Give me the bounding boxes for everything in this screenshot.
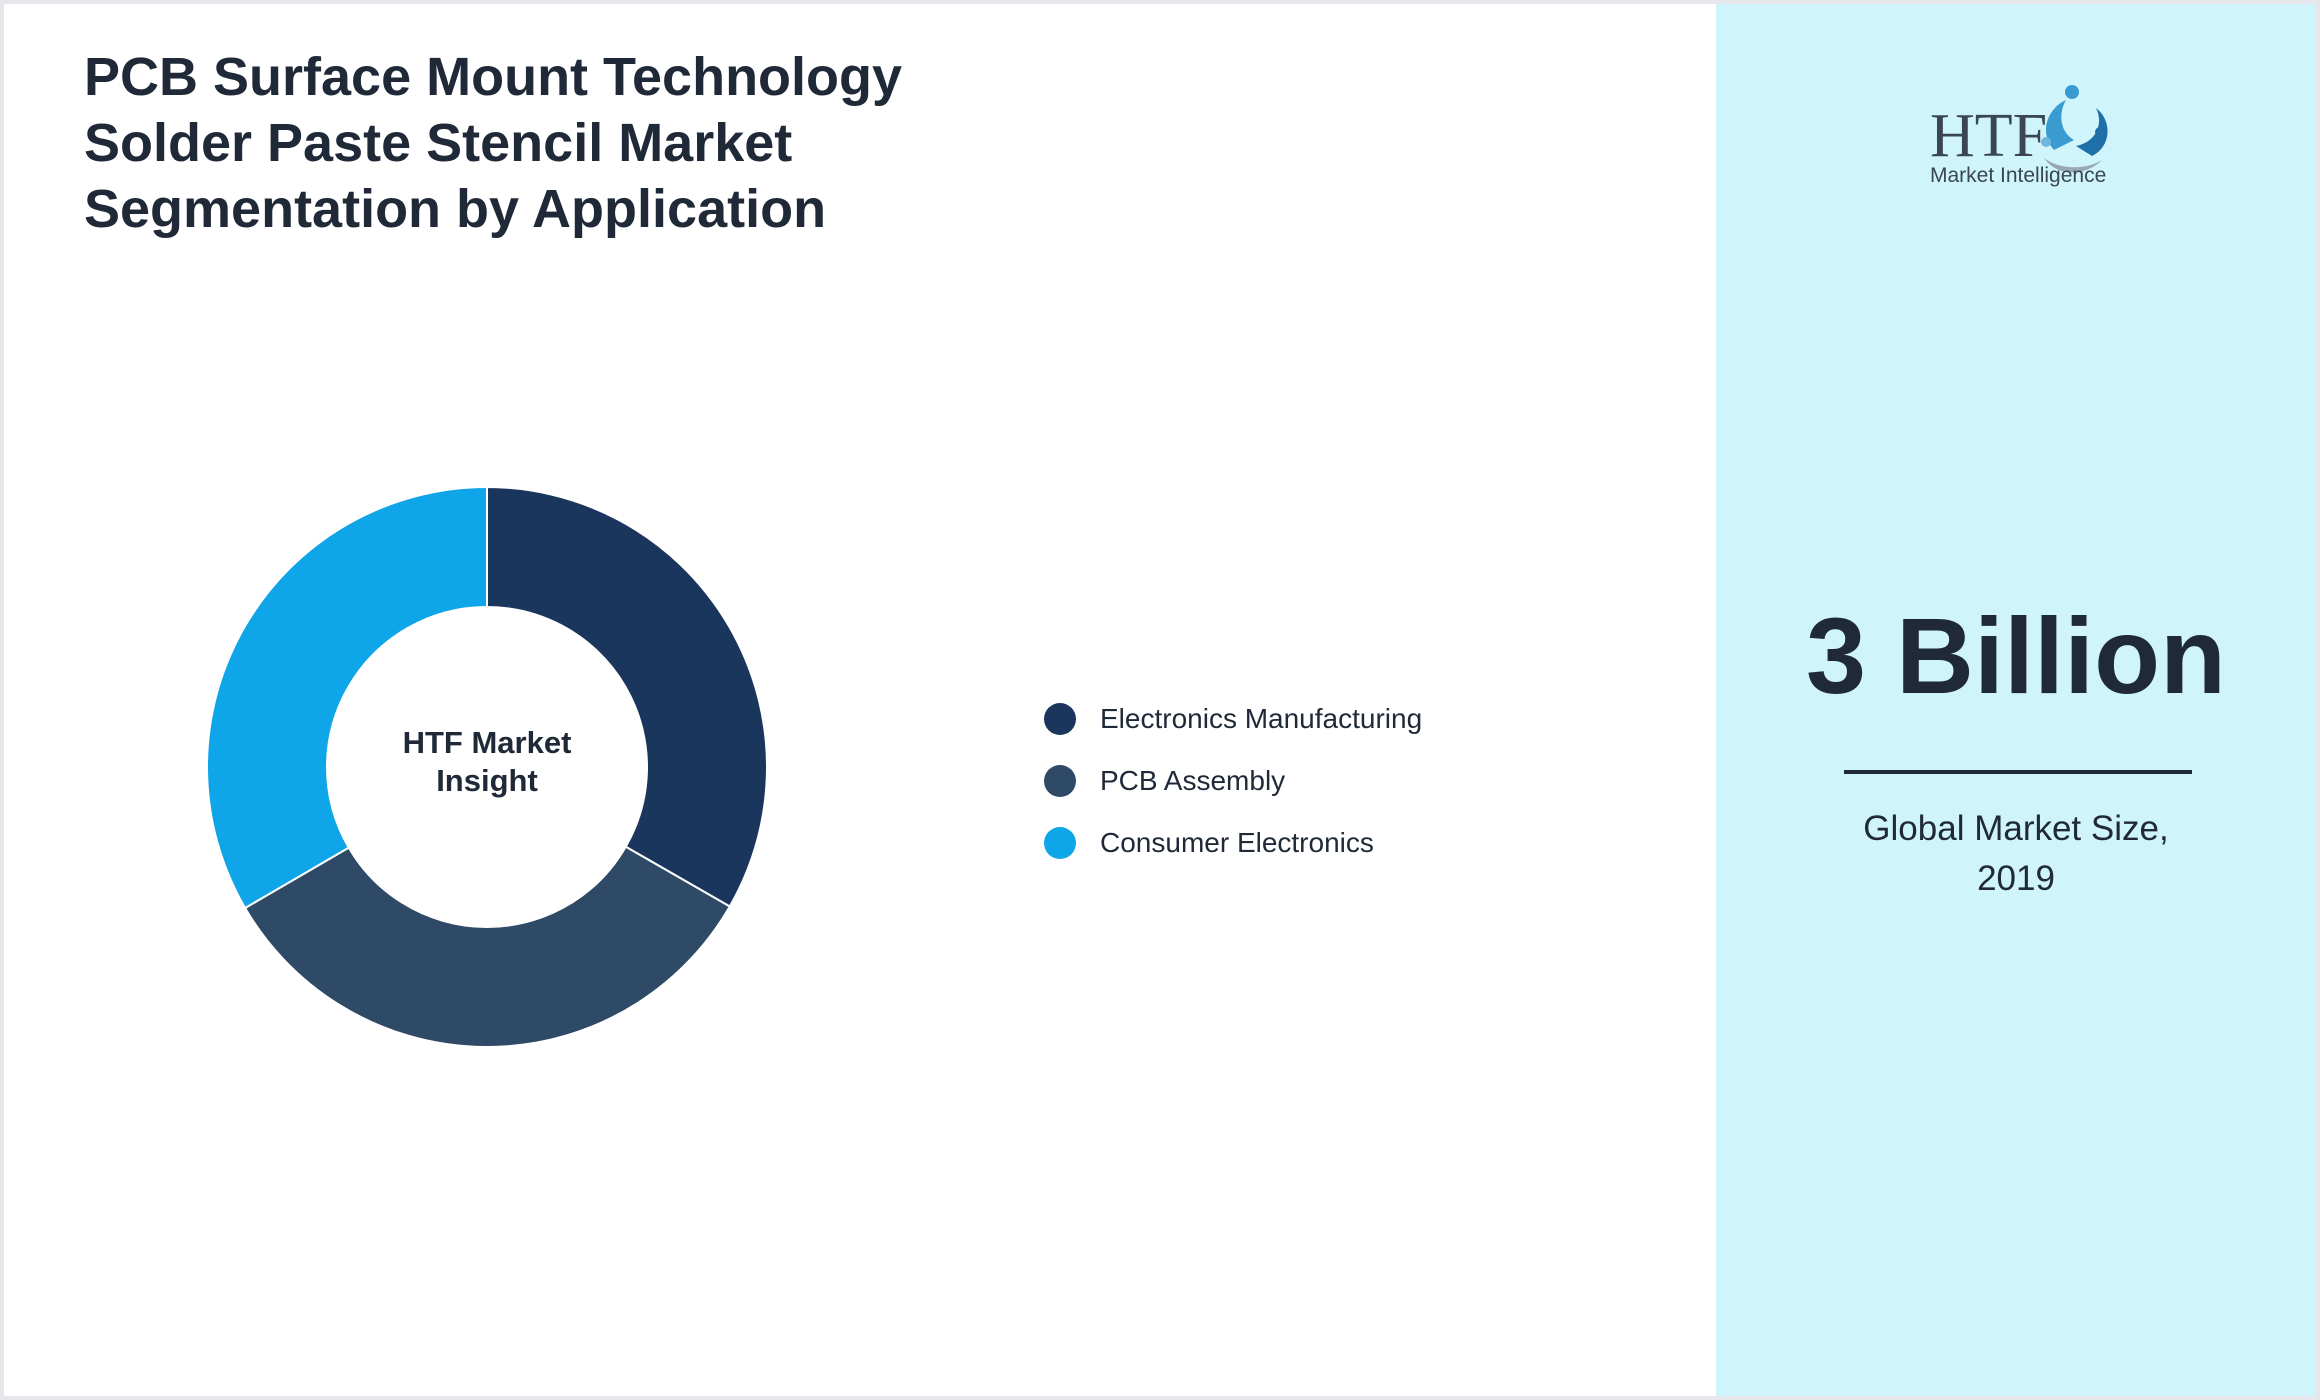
chart-title-line: Solder Paste Stencil Market xyxy=(84,113,793,173)
infographic-frame: PCB Surface Mount Technology Solder Past… xyxy=(4,4,2316,1396)
legend-label: PCB Assembly xyxy=(1100,765,1286,796)
legend-swatch xyxy=(1044,827,1076,859)
legend-item-electronics-manufacturing: Electronics Manufacturing xyxy=(1044,688,1422,750)
slice-pcb-assembly xyxy=(243,845,732,1048)
chart-title: PCB Surface Mount Technology Solder Past… xyxy=(84,44,1084,242)
legend-label: Consumer Electronics xyxy=(1100,827,1374,858)
htf-logo: HTF Market Intelligence xyxy=(1930,85,2108,187)
legend-item-consumer-electronics: Consumer Electronics xyxy=(1044,812,1422,874)
market-size-panel: HTF Market Intelligence 3 Billion Global… xyxy=(1716,4,2316,1396)
legend-label: Electronics Manufacturing xyxy=(1100,703,1423,734)
htf-logo-subtext: Market Intelligence xyxy=(1930,164,2106,187)
center-label-line: Insight xyxy=(436,763,538,798)
chart-legend: Electronics Manufacturing PCB Assembly C… xyxy=(1044,688,1422,874)
chart-title-line: PCB Surface Mount Technology xyxy=(84,47,903,107)
legend-swatch xyxy=(1044,765,1076,797)
legend-swatch xyxy=(1044,703,1076,735)
donut-center-label: HTF Market Insight xyxy=(304,724,670,800)
market-size-caption: Global Market Size, 2019 xyxy=(1716,804,2316,904)
slice-electronics-manufacturing xyxy=(486,485,768,908)
market-size-value: 3 Billion xyxy=(1805,595,2227,716)
chart-title-line: Segmentation by Application xyxy=(84,179,827,239)
caption-line: Global Market Size, xyxy=(1863,809,2169,848)
caption-line: 2019 xyxy=(1977,859,2055,898)
slice-consumer-electronics xyxy=(206,485,488,910)
value-divider xyxy=(1844,770,2192,774)
donut-chart xyxy=(206,485,768,1048)
htf-logo-text: HTF xyxy=(1930,102,2047,170)
legend-item-pcb-assembly: PCB Assembly xyxy=(1044,750,1422,812)
center-label-line: HTF Market xyxy=(402,725,572,760)
htf-logo-emblem xyxy=(2041,85,2108,173)
